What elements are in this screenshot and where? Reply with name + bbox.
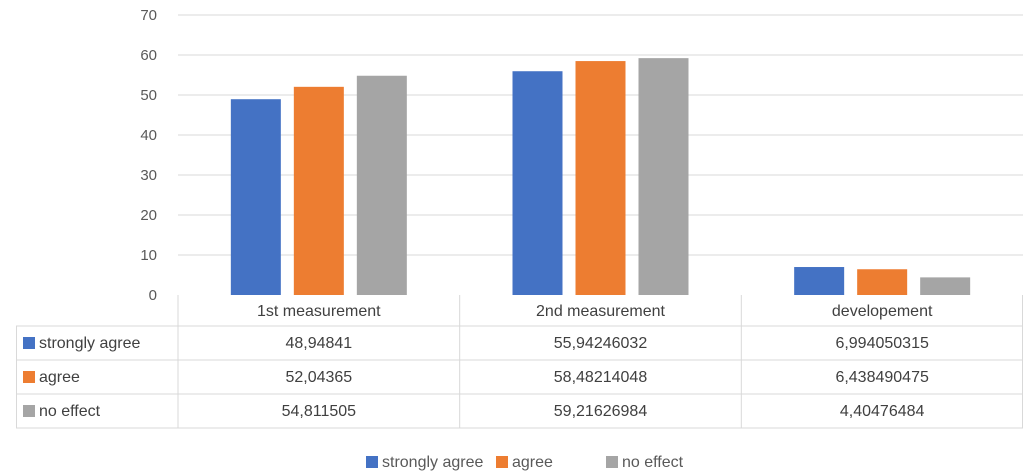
y-tick-label: 0 [149,287,157,304]
y-tick-label: 40 [140,127,157,144]
y-axis-ticks: 0 10 20 30 40 50 60 70 [140,7,157,304]
table-cell: 52,04365 [285,369,352,386]
bar-agree-3 [857,269,908,295]
table-cell: 48,94841 [285,335,352,352]
category-label: developement [832,303,933,320]
y-tick-label: 20 [140,207,157,224]
legend-label: strongly agree [382,454,483,471]
y-tick-label: 50 [140,87,157,104]
legend-key [606,456,618,468]
table-cell: 54,811505 [282,403,357,420]
legend: strongly agree agree no effect [366,454,684,471]
table-cell: 58,48214048 [554,369,648,386]
legend-label: agree [512,454,553,471]
data-table: 1st measurement 2nd measurement developeme… [16,295,1023,429]
bar-agree-1 [293,86,344,295]
legend-key [496,456,508,468]
table-legend-key [23,337,35,349]
category-label: 1st measurement [257,303,381,320]
table-legend-key [23,371,35,383]
bar-strongly-agree-3 [794,267,845,295]
table-cell: 6,438490475 [835,369,929,386]
table-cell: 55,94246032 [554,335,648,352]
legend-label: no effect [622,454,684,471]
table-series-label: no effect [39,403,101,420]
y-tick-label: 70 [140,7,157,24]
bar-no-effect-2 [638,58,689,296]
category-label: 2nd measurement [536,303,666,320]
y-tick-label: 10 [140,247,157,264]
table-cell: 4,40476484 [840,403,925,420]
y-tick-label: 60 [140,47,157,64]
table-cell: 59,21626984 [554,403,648,420]
bar-strongly-agree-1 [230,99,281,295]
bars [230,58,971,296]
table-cell: 6,994050315 [835,335,929,352]
bar-strongly-agree-2 [512,71,563,295]
bar-no-effect-1 [356,75,407,295]
table-legend-key [23,405,35,417]
legend-key [366,456,378,468]
table-series-label: agree [39,369,80,386]
y-tick-label: 30 [140,167,157,184]
bar-agree-2 [575,61,626,295]
table-series-label: strongly agree [39,335,140,352]
bar-no-effect-3 [920,277,971,295]
